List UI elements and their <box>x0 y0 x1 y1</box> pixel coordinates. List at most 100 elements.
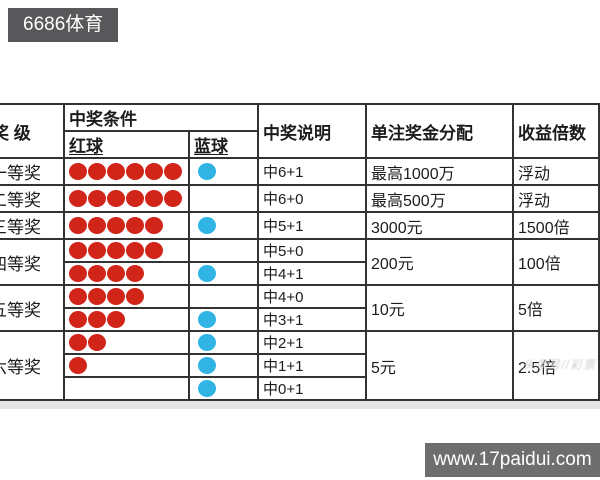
faint-watermark: 头条号//彩票 <box>522 358 596 372</box>
red-ball-icon <box>126 217 144 234</box>
blue-ball-cell <box>188 376 259 401</box>
red-ball-icon <box>88 288 106 305</box>
red-ball-icon <box>88 265 106 282</box>
win-desc-cell: 中6+0 <box>257 184 367 213</box>
blue-ball <box>194 311 253 328</box>
blue-ball-icon <box>198 357 216 374</box>
prize-table: 奖 级 中奖条件 中奖说明 单注奖金分配 收益倍数 红球 蓝球 一等奖 中6+1 <box>0 103 600 401</box>
red-ball-icon <box>107 288 125 305</box>
prize-level-cell: 五等奖 <box>0 284 65 332</box>
red-ball-icon <box>88 217 106 234</box>
win-desc-cell: 中5+1 <box>257 211 367 240</box>
red-ball-icon <box>88 242 106 259</box>
website-url-bar: www.17paidui.com <box>425 443 600 477</box>
red-balls-cell <box>63 184 190 213</box>
table-row: 四等奖 中5+0 200元 100倍 <box>0 238 600 286</box>
blue-ball-icon <box>198 265 216 282</box>
header-win-description: 中奖说明 <box>257 103 367 159</box>
red-ball-icon <box>107 311 125 328</box>
red-ball-icon <box>107 242 125 259</box>
blue-ball-cell <box>188 184 259 213</box>
red-ball-icon <box>107 265 125 282</box>
red-ball-icon <box>107 163 125 180</box>
multiple-cell: 浮动 <box>512 157 600 186</box>
table-row: 三等奖 中5+1 3000元 1500倍 <box>0 211 600 240</box>
red-balls <box>69 217 184 234</box>
table-row: 二等奖 中6+0 最高500万 浮动 <box>0 184 600 213</box>
blue-ball-cell <box>188 353 259 378</box>
red-ball-icon <box>88 334 106 351</box>
red-balls-cell <box>63 211 190 240</box>
multiple-cell: 1500倍 <box>512 211 600 240</box>
multiple-cell: 100倍 <box>512 238 600 286</box>
blue-ball <box>194 334 253 351</box>
red-balls <box>69 163 184 180</box>
red-ball-icon <box>88 190 106 207</box>
table-row: 中0+1 <box>0 376 599 401</box>
red-ball-icon <box>69 217 87 234</box>
header-red-balls: 红球 <box>63 130 190 159</box>
red-ball-icon <box>126 242 144 259</box>
red-balls-cell <box>63 157 190 186</box>
blue-ball-icon <box>198 311 216 328</box>
blue-ball-cell <box>188 238 259 263</box>
red-ball-icon <box>69 242 87 259</box>
red-balls <box>69 334 184 351</box>
prize-table-wrap: 奖 级 中奖条件 中奖说明 单注奖金分配 收益倍数 红球 蓝球 一等奖 中6+1 <box>0 103 600 409</box>
table-row: 五等奖 中4+0 10元 5倍 <box>0 284 600 332</box>
red-balls <box>69 288 184 305</box>
blue-ball-cell <box>188 284 259 309</box>
multiple-cell: 浮动 <box>512 184 600 213</box>
red-balls <box>69 357 184 374</box>
header-blue-ball-label: 蓝球 <box>194 137 228 156</box>
table-row: 一等奖 中6+1 最高1000万 浮动 <box>0 157 600 186</box>
site-badge: 6686体育 <box>8 8 119 42</box>
red-ball-icon <box>69 265 87 282</box>
table-row: 中1+1 <box>0 353 599 378</box>
prize-cell: 3000元 <box>365 211 514 240</box>
blue-ball-icon <box>198 163 216 180</box>
table-row: 中4+1 <box>0 261 599 286</box>
blue-ball <box>194 380 253 397</box>
prize-cell: 最高1000万 <box>365 157 514 186</box>
blue-ball <box>194 163 253 180</box>
win-desc-cell: 中2+1 <box>257 330 367 355</box>
red-ball-icon <box>107 217 125 234</box>
red-ball-icon <box>69 190 87 207</box>
red-ball-icon <box>145 217 163 234</box>
red-balls <box>69 242 184 259</box>
red-ball-icon <box>126 288 144 305</box>
prize-level-cell: 三等奖 <box>0 211 65 240</box>
header-prize-level: 奖 级 <box>0 103 65 159</box>
red-ball-icon <box>107 190 125 207</box>
prize-cell: 10元 <box>365 284 514 332</box>
multiple-cell: 5倍 <box>512 284 600 332</box>
header-row-2: 红球 蓝球 <box>0 130 599 159</box>
red-ball-icon <box>145 190 163 207</box>
blue-ball <box>194 265 253 282</box>
red-balls <box>69 190 184 207</box>
red-ball-icon <box>88 163 106 180</box>
prize-cell: 5元 <box>365 330 514 401</box>
prize-cell: 最高500万 <box>365 184 514 213</box>
red-ball-icon <box>88 311 106 328</box>
red-ball-icon <box>69 163 87 180</box>
blue-ball-cell <box>188 211 259 240</box>
prize-level-cell: 二等奖 <box>0 184 65 213</box>
prize-level-cell: 一等奖 <box>0 157 65 186</box>
table-row: 六等奖 中2+1 5元 2.5倍 <box>0 330 600 401</box>
red-ball-icon <box>164 163 182 180</box>
win-desc-cell: 中4+1 <box>257 261 367 286</box>
red-ball-icon <box>69 311 87 328</box>
blue-ball-cell <box>188 157 259 186</box>
red-balls-cell <box>63 307 190 332</box>
red-ball-icon <box>126 265 144 282</box>
red-ball-icon <box>145 242 163 259</box>
win-desc-cell: 中3+1 <box>257 307 367 332</box>
blue-ball <box>194 357 253 374</box>
red-ball-icon <box>126 163 144 180</box>
blue-ball-icon <box>198 217 216 234</box>
win-desc-cell: 中0+1 <box>257 376 367 401</box>
win-desc-cell: 中5+0 <box>257 238 367 263</box>
